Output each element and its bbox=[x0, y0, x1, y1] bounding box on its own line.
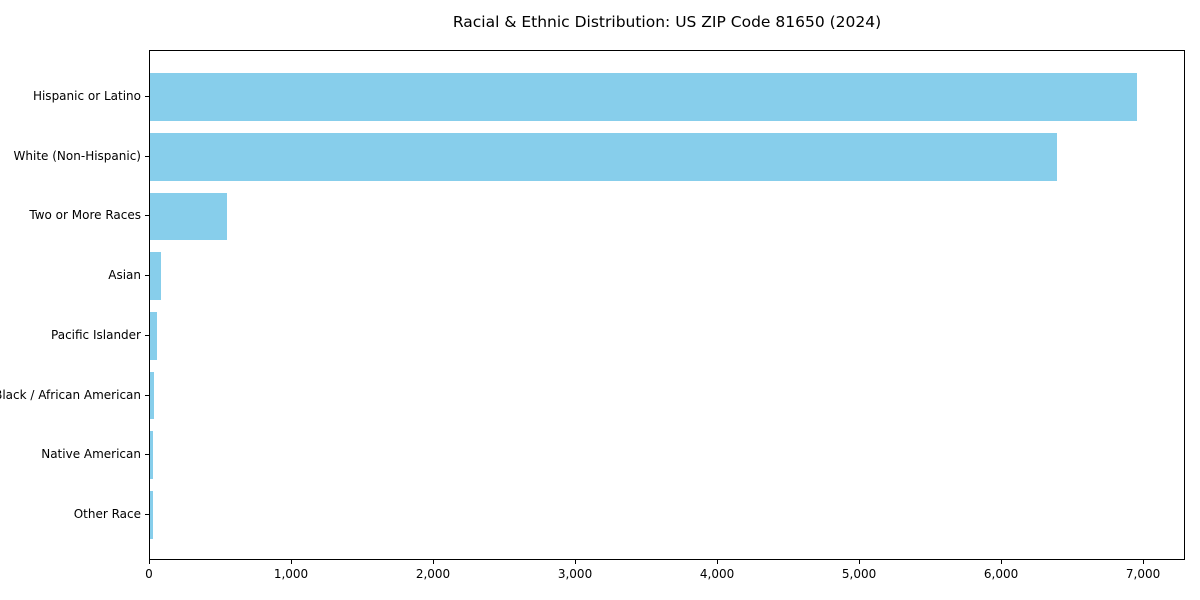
bar-native-american bbox=[150, 431, 154, 480]
x-tick-5000 bbox=[859, 560, 861, 564]
bar-other-race bbox=[150, 491, 154, 539]
x-tick-label-6000: 6,000 bbox=[983, 567, 1019, 581]
x-tick-label-2000: 2,000 bbox=[415, 567, 451, 581]
x-tick-3000 bbox=[575, 560, 577, 564]
y-axis-label-native-american: Native American bbox=[41, 447, 141, 462]
y-axis-label-two-or-more-races: Two or More Races bbox=[29, 208, 141, 223]
x-tick-label-0: 0 bbox=[145, 567, 153, 581]
chart-title: Racial & Ethnic Distribution: US ZIP Cod… bbox=[452, 13, 882, 31]
bar-pacific-islander bbox=[150, 311, 158, 360]
x-tick-label-5000: 5,000 bbox=[841, 567, 877, 581]
y-tick-native-american bbox=[145, 454, 149, 456]
y-tick-other-race bbox=[145, 514, 149, 516]
y-axis-label-white-non-hispanic: White (Non-Hispanic) bbox=[13, 148, 141, 163]
x-tick-1000 bbox=[291, 560, 292, 564]
x-tick-label-3000: 3,000 bbox=[557, 567, 593, 581]
x-tick-2000 bbox=[433, 560, 435, 564]
y-tick-black-african-american bbox=[145, 394, 149, 396]
plot-area bbox=[149, 50, 1185, 560]
x-tick-7000 bbox=[1143, 560, 1145, 564]
bar-black-african-american bbox=[150, 371, 154, 420]
bar-asian bbox=[150, 252, 161, 301]
y-axis-label-asian: Asian bbox=[108, 268, 141, 283]
y-tick-two-or-more-races bbox=[145, 215, 149, 217]
y-tick-hispanic-or-latino bbox=[145, 95, 149, 97]
x-tick-0 bbox=[149, 560, 150, 564]
bar-hispanic-or-latino bbox=[150, 73, 1137, 121]
x-tick-4000 bbox=[717, 560, 719, 564]
y-tick-pacific-islander bbox=[145, 334, 149, 336]
x-tick-label-4000: 4,000 bbox=[699, 567, 735, 581]
y-tick-asian bbox=[145, 275, 149, 277]
y-axis-label-hispanic-or-latino: Hispanic or Latino bbox=[32, 88, 141, 103]
y-axis-label-other-race: Other Race bbox=[73, 507, 141, 522]
bar-two-or-more-races bbox=[150, 192, 228, 241]
x-tick-6000 bbox=[1001, 560, 1003, 564]
x-tick-label-7000: 7,000 bbox=[1125, 567, 1161, 581]
y-axis-label-black-african-american: Black / African American bbox=[0, 387, 141, 402]
bar-white-non-hispanic bbox=[150, 132, 1058, 181]
y-axis-label-pacific-islander: Pacific Islander bbox=[51, 327, 141, 342]
x-tick-label-1000: 1,000 bbox=[273, 567, 309, 581]
y-tick-white-non-hispanic bbox=[145, 155, 149, 157]
